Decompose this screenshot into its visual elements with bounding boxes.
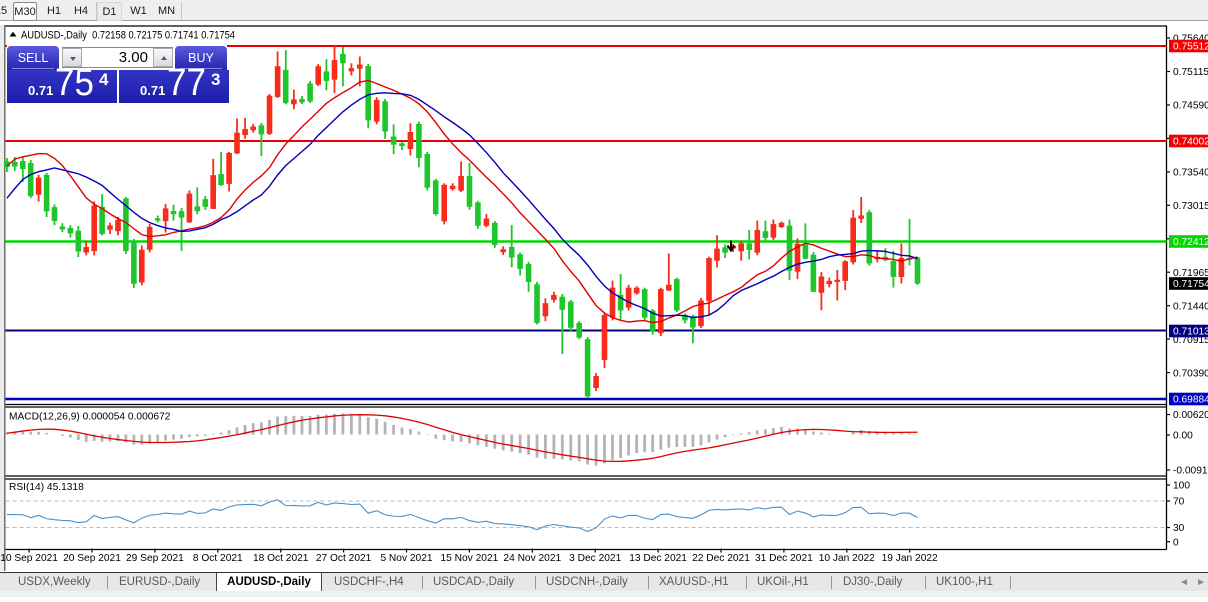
svg-text:3 Dec 2021: 3 Dec 2021 xyxy=(569,553,621,564)
svg-text:0.71754: 0.71754 xyxy=(1173,279,1208,290)
svg-text:18 Oct 2021: 18 Oct 2021 xyxy=(253,553,309,564)
svg-text:AUDUSD-,Daily 0.72158 0.72175: AUDUSD-,Daily 0.72158 0.72175 0.71741 0.… xyxy=(21,30,235,42)
svg-text:0.73540: 0.73540 xyxy=(1173,168,1208,179)
svg-text:0.71440: 0.71440 xyxy=(1173,301,1208,312)
svg-text:-0.009197: -0.009197 xyxy=(1173,466,1208,477)
svg-text:0.69884: 0.69884 xyxy=(1173,395,1208,406)
svg-text:0: 0 xyxy=(1173,537,1179,548)
svg-text:0.70915: 0.70915 xyxy=(1173,335,1208,346)
svg-text:0.74590: 0.74590 xyxy=(1173,101,1208,112)
svg-text:0.73015: 0.73015 xyxy=(1173,201,1208,212)
svg-text:31 Dec 2021: 31 Dec 2021 xyxy=(755,553,813,564)
svg-text:29 Sep 2021: 29 Sep 2021 xyxy=(126,553,184,564)
svg-text:0.72412: 0.72412 xyxy=(1173,237,1208,248)
svg-text:0.75640: 0.75640 xyxy=(1173,34,1208,45)
svg-text:100: 100 xyxy=(1173,481,1190,492)
svg-text:RSI(14) 45.1318: RSI(14) 45.1318 xyxy=(9,482,84,493)
svg-text:0.74002: 0.74002 xyxy=(1173,137,1208,148)
svg-text:MACD(12,26,9) 0.000054 0.00067: MACD(12,26,9) 0.000054 0.000672 xyxy=(9,412,171,423)
svg-text:27 Oct 2021: 27 Oct 2021 xyxy=(316,553,372,564)
svg-text:0.71013: 0.71013 xyxy=(1173,327,1208,338)
svg-text:0.75512: 0.75512 xyxy=(1173,42,1208,53)
svg-text:0.00: 0.00 xyxy=(1173,431,1193,442)
svg-text:0.71965: 0.71965 xyxy=(1173,268,1208,279)
svg-text:19 Jan 2022: 19 Jan 2022 xyxy=(882,553,938,564)
svg-text:0.75115: 0.75115 xyxy=(1173,67,1208,78)
svg-text:10 Sep 2021: 10 Sep 2021 xyxy=(0,553,58,564)
svg-text:0.70390: 0.70390 xyxy=(1173,368,1208,379)
svg-text:30: 30 xyxy=(1173,523,1185,534)
svg-text:13 Dec 2021: 13 Dec 2021 xyxy=(629,553,687,564)
svg-text:22 Dec 2021: 22 Dec 2021 xyxy=(692,553,750,564)
svg-text:20 Sep 2021: 20 Sep 2021 xyxy=(63,553,121,564)
svg-text:5 Nov 2021: 5 Nov 2021 xyxy=(380,553,432,564)
svg-text:24 Nov 2021: 24 Nov 2021 xyxy=(503,553,561,564)
svg-text:70: 70 xyxy=(1173,497,1185,508)
svg-text:15 Nov 2021: 15 Nov 2021 xyxy=(441,553,499,564)
svg-text:0.006201: 0.006201 xyxy=(1173,410,1208,421)
svg-text:10 Jan 2022: 10 Jan 2022 xyxy=(819,553,875,564)
svg-text:8 Oct 2021: 8 Oct 2021 xyxy=(193,553,243,564)
